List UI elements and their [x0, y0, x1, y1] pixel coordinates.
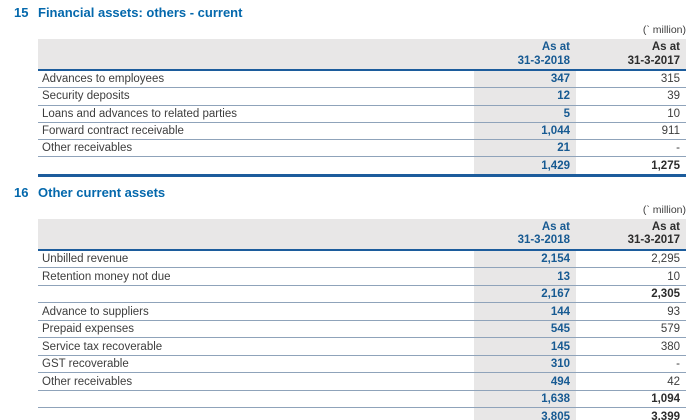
- table-header: As at 31-3-2018 As at 31-3-2017: [38, 218, 686, 251]
- column-header-2018: As at 31-3-2018: [474, 221, 576, 248]
- value-2017: 39: [667, 90, 680, 103]
- section-number: 15: [14, 5, 29, 20]
- row-label: Advance to suppliers: [42, 305, 149, 318]
- value-2018: 545: [474, 320, 576, 338]
- value-2018: 347: [474, 71, 576, 88]
- table-row: Advances to employees 347 315: [38, 71, 686, 89]
- table-row: Loans and advances to related parties 5 10: [38, 105, 686, 123]
- table-row: Retention money not due 13 10: [38, 268, 686, 286]
- row-label: Unbilled revenue: [42, 253, 129, 266]
- row-label: [38, 157, 474, 173]
- table-row: GST recoverable 310 -: [38, 355, 686, 374]
- value-2018: 2,167: [474, 285, 576, 303]
- row-label: [38, 391, 474, 408]
- value-2018: 145: [474, 338, 576, 355]
- table-row: Other receivables 494 42: [38, 373, 686, 391]
- value-2018: 1,429: [474, 157, 576, 174]
- subtotal-row: 2,167 2,305: [38, 285, 686, 304]
- row-label: Forward contract receivable: [42, 125, 184, 138]
- value-2018: 310: [474, 355, 576, 373]
- column-header-2018: As at 31-3-2018: [474, 41, 576, 68]
- value-2017: 1,094: [651, 393, 680, 406]
- value-2017: -: [676, 142, 680, 155]
- table-row: Prepaid expenses 545 579: [38, 320, 686, 339]
- as-at-label: As at: [541, 220, 570, 233]
- table-row: Unbilled revenue 2,154 2,295: [38, 250, 686, 269]
- value-2018: 1,044: [474, 122, 576, 140]
- table-body: Advances to employees 347 315 Security depo…: [38, 71, 686, 177]
- date-2017-label: 31-3-2017: [627, 234, 680, 247]
- value-2017: 2,305: [651, 288, 680, 301]
- value-2017: 911: [661, 125, 680, 138]
- section-16: 16 Other current assets (` million) As a…: [0, 185, 690, 420]
- table-row: Advance to suppliers 144 93: [38, 303, 686, 321]
- table-row: Security deposits 12 39: [38, 88, 686, 106]
- as-at-label: As at: [541, 41, 570, 53]
- row-label: Security deposits: [42, 90, 130, 103]
- row-label: [38, 408, 474, 420]
- value-2018: 1,638: [474, 390, 576, 408]
- value-2017: 3,399: [651, 410, 680, 420]
- as-at-label: As at: [651, 220, 680, 233]
- column-header-2017: As at 31-3-2017: [576, 41, 686, 68]
- value-2018: 494: [474, 373, 576, 390]
- row-label: GST recoverable: [42, 358, 129, 371]
- value-2017: -: [676, 358, 680, 371]
- value-2018: 144: [474, 303, 576, 320]
- unit-note: (` million): [642, 203, 686, 216]
- section-15-heading: 15 Financial assets: others - current: [14, 0, 690, 20]
- as-at-label: As at: [651, 41, 680, 53]
- table-row: Forward contract receivable 1,044 911: [38, 122, 686, 141]
- value-2017: 579: [660, 323, 680, 336]
- section-title: Financial assets: others - current: [38, 5, 243, 20]
- value-2018: 5: [474, 105, 576, 122]
- table-row: Service tax recoverable 145 380: [38, 338, 686, 356]
- value-2017: 1,275: [651, 159, 680, 172]
- row-label: [38, 286, 474, 303]
- value-2017: 2,295: [651, 253, 680, 266]
- value-2017: 42: [667, 375, 680, 388]
- section-15: 15 Financial assets: others - current (`…: [0, 0, 690, 177]
- section-title: Other current assets: [38, 184, 166, 200]
- section-number: 16: [14, 184, 29, 200]
- row-label: Other receivables: [42, 142, 133, 155]
- value-2017: 315: [660, 73, 680, 86]
- date-2017-label: 31-3-2017: [627, 54, 680, 67]
- financial-assets-table: As at 31-3-2018 As at 31-3-2017 Advances…: [38, 39, 686, 177]
- other-current-assets-table: As at 31-3-2018 As at 31-3-2017 Unbilled…: [38, 218, 686, 420]
- date-2018-label: 31-3-2018: [517, 234, 570, 247]
- row-label: Advances to employees: [42, 73, 165, 86]
- row-label: Service tax recoverable: [42, 340, 163, 353]
- row-label: Loans and advances to related parties: [42, 107, 237, 120]
- value-2017: 10: [667, 107, 680, 120]
- total-row: 1,429 1,275: [38, 157, 686, 177]
- section-16-heading: 16 Other current assets: [14, 185, 690, 200]
- value-2017: 380: [660, 340, 680, 353]
- subtotal-row: 1,638 1,094: [38, 390, 686, 409]
- row-label: Retention money not due: [42, 270, 171, 283]
- row-label: Prepaid expenses: [42, 323, 135, 336]
- value-2018: 3,805: [474, 408, 576, 420]
- value-2017: 93: [667, 305, 680, 318]
- date-2018-label: 31-3-2018: [517, 54, 570, 67]
- value-2018: 13: [474, 268, 576, 285]
- table-header: As at 31-3-2018 As at 31-3-2017: [38, 39, 686, 71]
- value-2018: 21: [474, 140, 576, 157]
- total-row: 3,805 3,399: [38, 408, 686, 420]
- unit-note: (` million): [642, 24, 686, 36]
- value-2018: 12: [474, 88, 576, 105]
- table-row: Other receivables 21 -: [38, 140, 686, 158]
- table-body: Unbilled revenue 2,154 2,295 Retention mone…: [38, 250, 686, 420]
- value-2018: 2,154: [474, 250, 576, 268]
- column-header-2017: As at 31-3-2017: [576, 221, 686, 248]
- value-2017: 10: [667, 270, 680, 283]
- row-label: Other receivables: [42, 375, 133, 388]
